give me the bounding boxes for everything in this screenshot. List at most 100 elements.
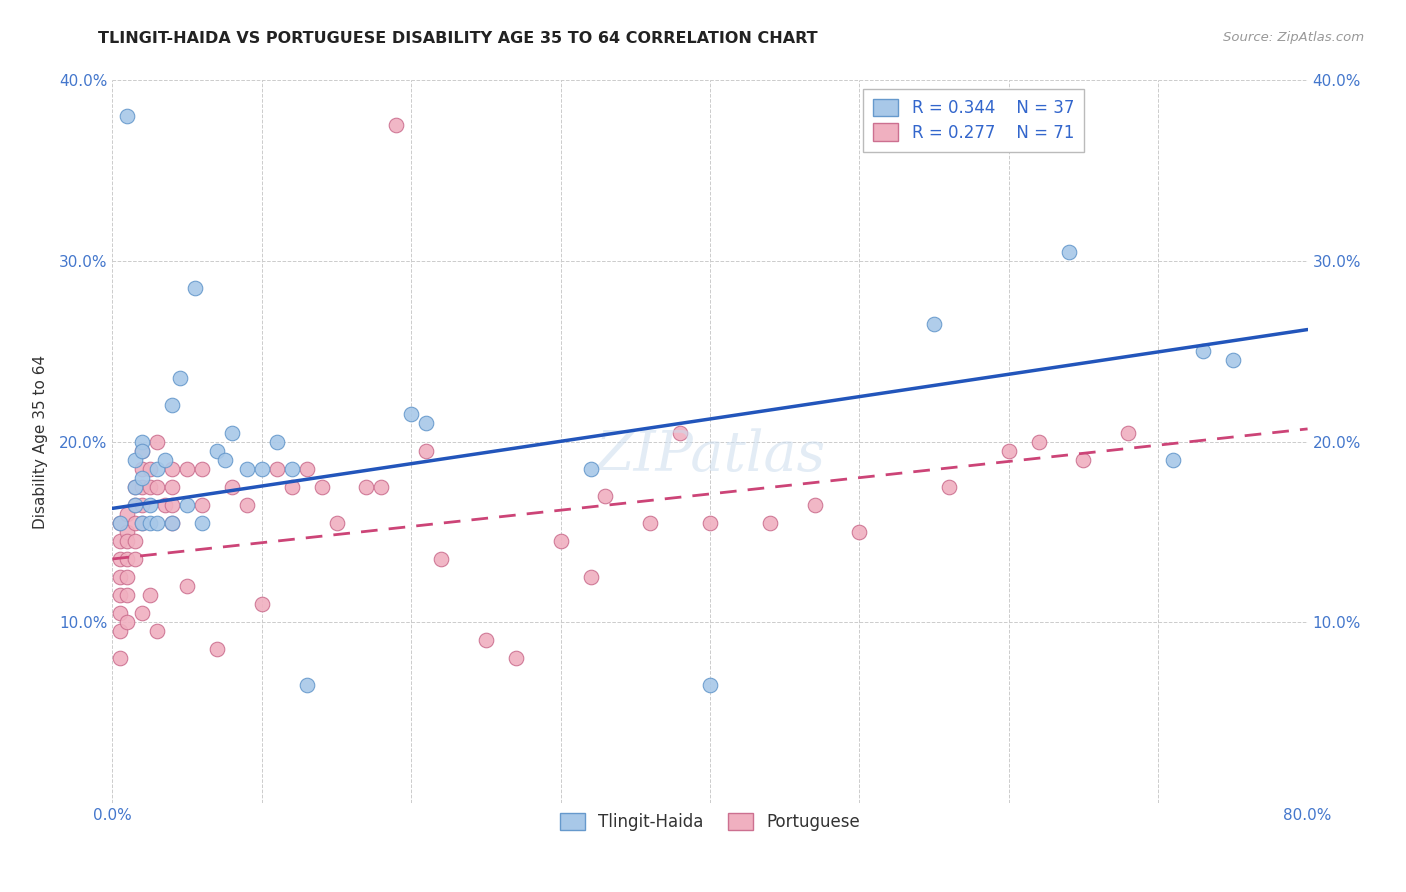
Point — [108, 516, 131, 530]
Point — [131, 606, 153, 620]
Point — [131, 471, 153, 485]
Point — [131, 461, 153, 475]
Point — [1222, 353, 1244, 368]
Point — [124, 498, 146, 512]
Point — [162, 516, 183, 530]
Point — [579, 461, 602, 475]
Point — [205, 642, 228, 657]
Point — [236, 498, 259, 512]
Point — [1028, 434, 1050, 449]
Point — [162, 516, 183, 530]
Point — [124, 516, 146, 530]
Point — [139, 461, 162, 475]
Point — [153, 498, 176, 512]
Point — [117, 533, 139, 548]
Point — [108, 606, 131, 620]
Point — [139, 480, 162, 494]
Point — [669, 425, 692, 440]
Point — [250, 461, 273, 475]
Point — [191, 461, 214, 475]
Point — [415, 443, 437, 458]
Point — [131, 516, 153, 530]
Point — [938, 480, 960, 494]
Point — [370, 480, 392, 494]
Point — [505, 651, 527, 665]
Point — [124, 552, 146, 566]
Point — [325, 516, 347, 530]
Point — [117, 552, 139, 566]
Point — [295, 461, 318, 475]
Point — [848, 524, 870, 539]
Point — [595, 489, 617, 503]
Y-axis label: Disability Age 35 to 64: Disability Age 35 to 64 — [32, 354, 48, 529]
Point — [550, 533, 572, 548]
Point — [998, 443, 1021, 458]
Point — [146, 434, 169, 449]
Point — [117, 615, 139, 630]
Point — [146, 624, 169, 639]
Point — [176, 498, 198, 512]
Point — [922, 317, 945, 331]
Point — [124, 498, 146, 512]
Text: TLINGIT-HAIDA VS PORTUGUESE DISABILITY AGE 35 TO 64 CORRELATION CHART: TLINGIT-HAIDA VS PORTUGUESE DISABILITY A… — [98, 31, 818, 46]
Point — [162, 461, 183, 475]
Point — [191, 498, 214, 512]
Point — [124, 480, 146, 494]
Point — [1118, 425, 1140, 440]
Point — [146, 480, 169, 494]
Point — [139, 588, 162, 602]
Point — [108, 552, 131, 566]
Point — [124, 452, 146, 467]
Point — [108, 570, 131, 584]
Point — [117, 507, 139, 521]
Point — [803, 498, 825, 512]
Point — [146, 516, 169, 530]
Point — [108, 516, 131, 530]
Point — [236, 461, 259, 475]
Point — [266, 461, 288, 475]
Point — [146, 461, 169, 475]
Point — [131, 498, 153, 512]
Point — [117, 588, 139, 602]
Point — [117, 109, 139, 123]
Point — [169, 371, 191, 385]
Point — [108, 533, 131, 548]
Point — [295, 678, 318, 692]
Legend: Tlingit-Haida, Portuguese: Tlingit-Haida, Portuguese — [553, 806, 868, 838]
Point — [205, 443, 228, 458]
Point — [579, 570, 602, 584]
Point — [176, 461, 198, 475]
Point — [131, 516, 153, 530]
Point — [139, 498, 162, 512]
Point — [356, 480, 378, 494]
Point — [221, 480, 243, 494]
Point — [183, 281, 205, 295]
Point — [1161, 452, 1184, 467]
Point — [176, 579, 198, 593]
Point — [415, 417, 437, 431]
Text: Source: ZipAtlas.com: Source: ZipAtlas.com — [1223, 31, 1364, 45]
Point — [1192, 344, 1215, 359]
Point — [311, 480, 333, 494]
Point — [191, 516, 214, 530]
Point — [108, 624, 131, 639]
Point — [108, 651, 131, 665]
Point — [699, 678, 721, 692]
Point — [475, 633, 498, 648]
Point — [117, 524, 139, 539]
Point — [214, 452, 236, 467]
Point — [281, 480, 304, 494]
Point — [162, 498, 183, 512]
Point — [250, 597, 273, 611]
Text: ZIPatlas: ZIPatlas — [595, 429, 825, 483]
Point — [1073, 452, 1095, 467]
Point — [385, 119, 408, 133]
Point — [1057, 244, 1080, 259]
Point — [401, 408, 423, 422]
Point — [162, 398, 183, 412]
Point — [266, 434, 288, 449]
Point — [131, 443, 153, 458]
Point — [139, 516, 162, 530]
Point — [281, 461, 304, 475]
Point — [430, 552, 453, 566]
